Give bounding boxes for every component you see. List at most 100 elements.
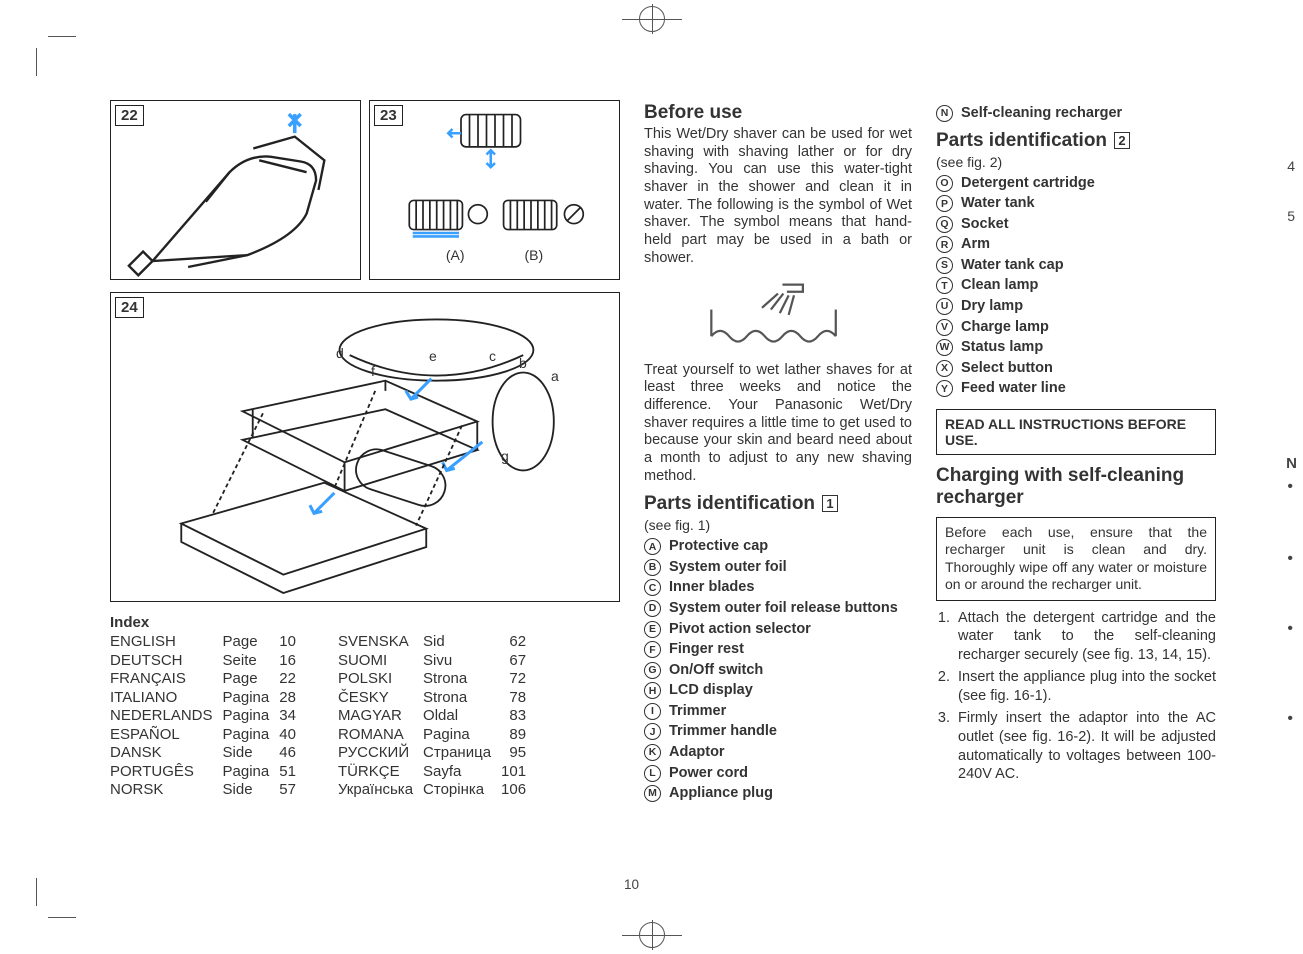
index-row: ESPAÑOLPagina40 [110, 726, 298, 745]
part-item: F Finger rest [644, 640, 912, 660]
index-row: DEUTSCHSeite16 [110, 652, 298, 671]
right-column: N Self-cleaning recharger Parts identifi… [936, 100, 1216, 805]
index-page: 51 [279, 763, 298, 782]
index-page: 95 [501, 744, 528, 763]
part-label: LCD display [669, 681, 753, 701]
part-key: Q [936, 216, 953, 233]
index-page: 10 [279, 633, 298, 652]
index-word: Oldal [423, 707, 501, 726]
crop-mark [36, 48, 37, 76]
figure-22: 22 [110, 100, 361, 280]
index-word: Strona [423, 670, 501, 689]
crop-mark [36, 878, 37, 906]
index-row: PORTUGÊSPagina51 [110, 763, 298, 782]
index-word: Sayfa [423, 763, 501, 782]
part-item: TClean lamp [936, 276, 1216, 296]
index-lang: POLSKI [338, 670, 423, 689]
part-key: R [936, 236, 953, 253]
step-item: Attach the detergent cartridge and the w… [954, 609, 1216, 665]
edge-digit: 5 [1287, 208, 1295, 224]
part-label: Finger rest [669, 640, 744, 660]
crop-mark [48, 917, 76, 918]
part-key: S [936, 257, 953, 274]
step-item: Firmly insert the adaptor into the AC ou… [954, 709, 1216, 783]
figure-23: 23 [369, 100, 620, 280]
index-word: Pagina [223, 726, 280, 745]
parts-list-1: AProtective capBSystem outer foilCInner … [644, 537, 912, 803]
part-label: Power cord [669, 764, 748, 784]
index-lang: ROMANA [338, 726, 423, 745]
index-word: Pagina [223, 689, 280, 708]
part-item: N Self-cleaning recharger [936, 104, 1216, 124]
part-item: JTrimmer handle [644, 722, 912, 742]
part-label: Water tank cap [961, 256, 1064, 276]
index-row: SVENSKASid62 [338, 633, 528, 652]
manual-page: 4 5 N • • • • 22 [0, 0, 1303, 954]
fig24-letter-c: c [489, 348, 496, 364]
shaver-illustration [117, 107, 354, 285]
part-key: P [936, 195, 953, 212]
part-label: Dry lamp [961, 297, 1023, 317]
figure-label: 22 [115, 105, 144, 126]
part-item: CInner blades [644, 578, 912, 598]
index-lang: SVENSKA [338, 633, 423, 652]
index-lang: Українська [338, 781, 423, 800]
part-key: O [936, 175, 953, 192]
label-b: (B) [525, 247, 544, 263]
part-key: X [936, 360, 953, 377]
heading-text: Parts identification [936, 130, 1107, 151]
warning-box: READ ALL INSTRUCTIONS BEFORE USE. [936, 409, 1216, 455]
part-key: F [644, 641, 661, 658]
part-key: B [644, 559, 661, 576]
index-page: 78 [501, 689, 528, 708]
part-item: GOn/Off switch [644, 661, 912, 681]
before-use-text: This Wet/Dry shaver can be used for wet … [644, 126, 912, 268]
part-key: C [644, 579, 661, 596]
heading-ref-num: 2 [1114, 132, 1129, 149]
part-item: DSystem outer foil release buttons [644, 599, 912, 619]
see-fig: (see fig. 1) [644, 517, 912, 533]
index-page: 67 [501, 652, 528, 671]
part-key: Y [936, 380, 953, 397]
fig24-letter-b: b [519, 355, 527, 371]
part-label: Self-cleaning recharger [961, 104, 1122, 124]
part-key: U [936, 298, 953, 315]
part-key: W [936, 339, 953, 356]
edge-digit: 4 [1287, 158, 1295, 174]
part-item: QSocket [936, 215, 1216, 235]
part-label: System outer foil release buttons [669, 599, 898, 619]
foil-illustration [410, 107, 580, 185]
part-item: PWater tank [936, 194, 1216, 214]
content-area: 22 [110, 100, 1263, 805]
index-page: 57 [279, 781, 298, 800]
part-item: RArm [936, 235, 1216, 255]
crop-mark [48, 36, 76, 37]
index-lang: PORTUGÊS [110, 763, 223, 782]
index-lang: NEDERLANDS [110, 707, 223, 726]
part-key: A [644, 538, 661, 555]
index-lang: SUOMI [338, 652, 423, 671]
index-row: DANSKSide46 [110, 744, 298, 763]
index-word: Page [223, 633, 280, 652]
part-label: Detergent cartridge [961, 174, 1095, 194]
index-lang: ENGLISH [110, 633, 223, 652]
figure-24: 24 [110, 292, 620, 602]
step-item: Insert the appliance plug into the socke… [954, 668, 1216, 705]
part-label: Pivot action selector [669, 620, 811, 640]
part-item: U Dry lamp [936, 297, 1216, 317]
index-lang: ESPAÑOL [110, 726, 223, 745]
fig24-letter-g: g [501, 448, 509, 464]
index-word: Pagina [223, 763, 280, 782]
index-word: Страница [423, 744, 501, 763]
registration-mark [622, 4, 682, 34]
note-box: Before each use, ensure that the recharg… [936, 517, 1216, 601]
part-label: Protective cap [669, 537, 768, 557]
part-label: Trimmer handle [669, 722, 777, 742]
left-column: 22 [110, 100, 620, 805]
part-label: Appliance plug [669, 784, 773, 804]
part-key: V [936, 319, 953, 336]
parts-list-2: O Detergent cartridgePWater tankQSocketRA… [936, 174, 1216, 399]
registration-mark [622, 920, 682, 950]
index-word: Side [223, 744, 280, 763]
index-lang: FRANÇAIS [110, 670, 223, 689]
